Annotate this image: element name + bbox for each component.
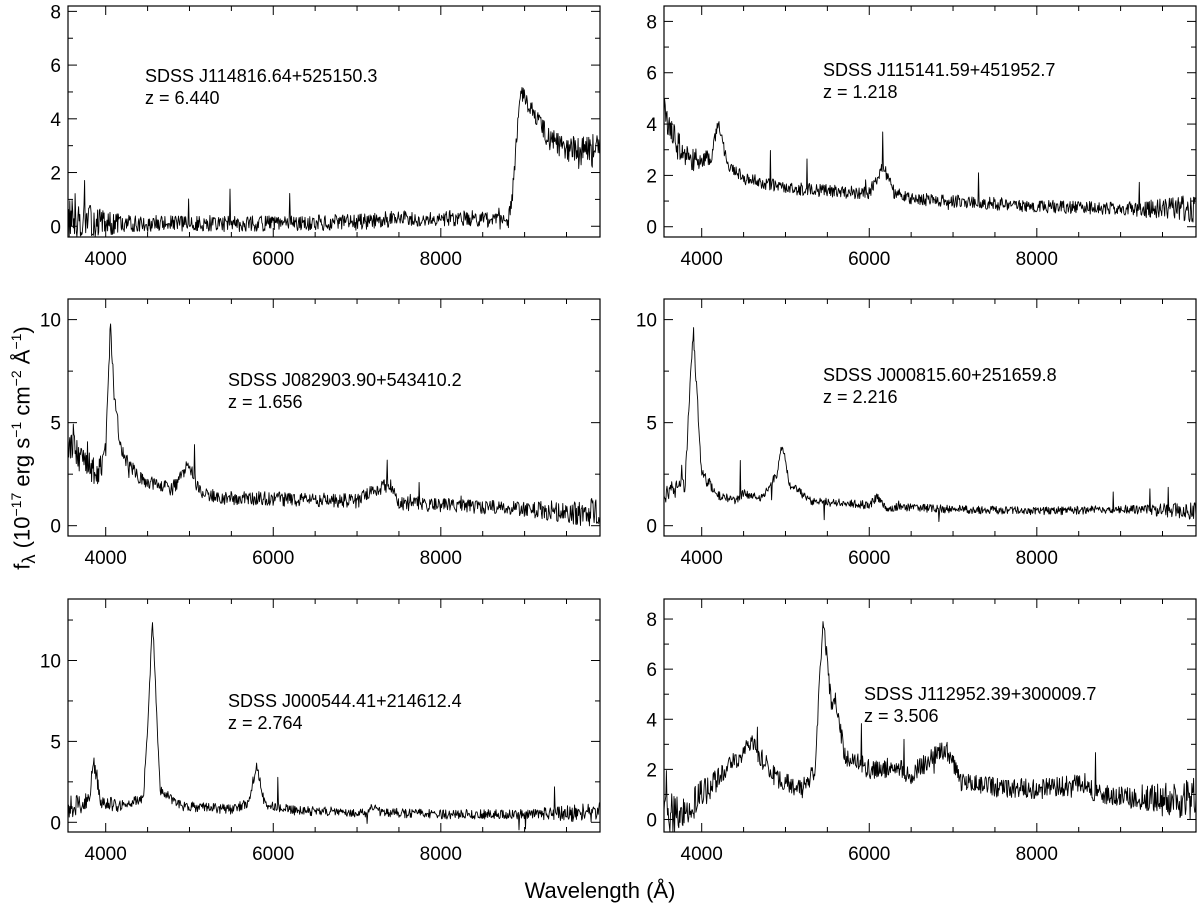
plot-frame: [67, 298, 601, 537]
x-tick-label: 6000: [252, 249, 294, 270]
spectrum-panel-6: 4000 6000 8000 0 2 4 6 8 SDSS J112952.39+300009.…: [646, 598, 1197, 865]
x-axis-label: Wavelength (Å): [524, 878, 676, 903]
object-name-label: SDSS J114816.64+525150.3: [145, 66, 377, 86]
y-axis-label-exp2: −1: [8, 421, 25, 438]
y-axis-label-d: Å: [9, 349, 35, 371]
y-axis-label-exp4: −1: [8, 333, 25, 350]
x-tick-label: 4000: [85, 548, 127, 569]
x-tick-label: 6000: [848, 548, 890, 569]
y-tick-label: 8: [646, 12, 657, 33]
y-tick-label: 10: [40, 651, 61, 672]
x-tick-label: 4000: [681, 249, 723, 270]
spectrum-panel-2: 4000 6000 8000 0 2 4 6 8 SDSS J115141.59+451952.…: [646, 5, 1197, 270]
object-name-label: SDSS J112952.39+300009.7: [864, 684, 1096, 704]
spectrum-panel-5: 4000 6000 8000 0 5 10 SDSS J000544.41+214612.4…: [40, 598, 601, 865]
y-tick-label: 10: [636, 311, 657, 332]
y-tick-label: 6: [50, 56, 61, 77]
y-tick-label: 2: [646, 760, 657, 781]
x-tick-label: 6000: [848, 249, 890, 270]
x-tick-label: 6000: [252, 844, 294, 865]
y-axis-label-a: (10: [9, 516, 35, 555]
x-tick-label: 6000: [848, 844, 890, 865]
spectrum-panel-4: 4000 6000 8000 0 5 10 SDSS J000815.60+251659.8…: [636, 298, 1197, 569]
y-axis-label-lambda: λ: [17, 554, 39, 564]
y-axis-label-f: f: [9, 563, 35, 570]
x-tick-label: 4000: [85, 844, 127, 865]
plot-frame: [67, 5, 601, 238]
y-tick-label: 10: [40, 311, 61, 332]
x-tick-label: 8000: [1016, 548, 1058, 569]
x-tick-label: 4000: [681, 844, 723, 865]
y-tick-label: 4: [646, 710, 657, 731]
y-tick-label: 4: [50, 110, 61, 131]
y-tick-label: 0: [646, 218, 657, 239]
x-tick-label: 8000: [1016, 844, 1058, 865]
x-tick-label: 8000: [420, 548, 462, 569]
y-tick-label: 0: [646, 517, 657, 538]
spectrum-line: [663, 98, 1197, 223]
spectrum-line: [67, 87, 601, 237]
object-name-label: SDSS J000544.41+214612.4: [228, 691, 462, 711]
y-tick-label: 0: [50, 217, 61, 238]
x-tick-label: 8000: [1016, 249, 1058, 270]
y-tick-label: 8: [50, 2, 61, 23]
plot-frame: [663, 598, 1197, 833]
redshift-label: z = 1.656: [228, 392, 303, 412]
y-tick-label: 6: [646, 660, 657, 681]
y-axis-label-b: erg s: [9, 437, 35, 493]
x-tick-label: 8000: [420, 249, 462, 270]
y-axis-label-f-close: ): [9, 326, 35, 334]
y-tick-label: 0: [50, 517, 61, 538]
y-axis-label-exp1: −17: [8, 492, 25, 517]
redshift-label: z = 3.506: [864, 706, 939, 726]
y-tick-label: 5: [50, 414, 61, 435]
y-tick-label: 5: [646, 414, 657, 435]
x-tick-label: 8000: [420, 844, 462, 865]
redshift-label: z = 2.216: [823, 387, 898, 407]
x-tick-label: 4000: [85, 249, 127, 270]
redshift-label: z = 1.218: [823, 82, 898, 102]
object-name-label: SDSS J000815.60+251659.8: [823, 365, 1057, 385]
plot-frame: [67, 598, 601, 833]
y-axis-label-exp3: −2: [8, 370, 25, 387]
spectrum-line: [663, 327, 1197, 523]
y-tick-label: 5: [50, 732, 61, 753]
spectrum-line: [67, 323, 601, 527]
x-tick-label: 6000: [252, 548, 294, 569]
y-tick-label: 8: [646, 610, 657, 631]
y-tick-label: 2: [646, 166, 657, 187]
y-tick-label: 0: [50, 813, 61, 834]
object-name-label: SDSS J082903.90+543410.2: [228, 370, 462, 390]
redshift-label: z = 2.764: [228, 713, 303, 733]
spectrum-line: [67, 622, 601, 831]
object-name-label: SDSS J115141.59+451952.7: [823, 60, 1055, 80]
plot-frame: [663, 298, 1197, 537]
redshift-label: z = 6.440: [145, 88, 220, 108]
y-axis-label-c: cm: [9, 386, 35, 422]
spectrum-panel-1: 4000 6000 8000 0 2 4 6 8 SDSS J114816.64+525150.…: [50, 2, 601, 270]
y-tick-label: 2: [50, 164, 61, 185]
y-axis-label: fλ (10−17 erg s−1 cm−2 Å−1): [8, 326, 40, 569]
spectrum-line: [663, 621, 1197, 832]
plot-frame: [663, 5, 1197, 238]
y-tick-label: 4: [646, 115, 657, 136]
spectrum-panel-3: 4000 6000 8000 0 5 10 SDSS J082903.90+543410.2…: [40, 298, 601, 569]
y-tick-label: 6: [646, 64, 657, 85]
x-tick-label: 4000: [681, 548, 723, 569]
y-tick-label: 0: [646, 810, 657, 831]
